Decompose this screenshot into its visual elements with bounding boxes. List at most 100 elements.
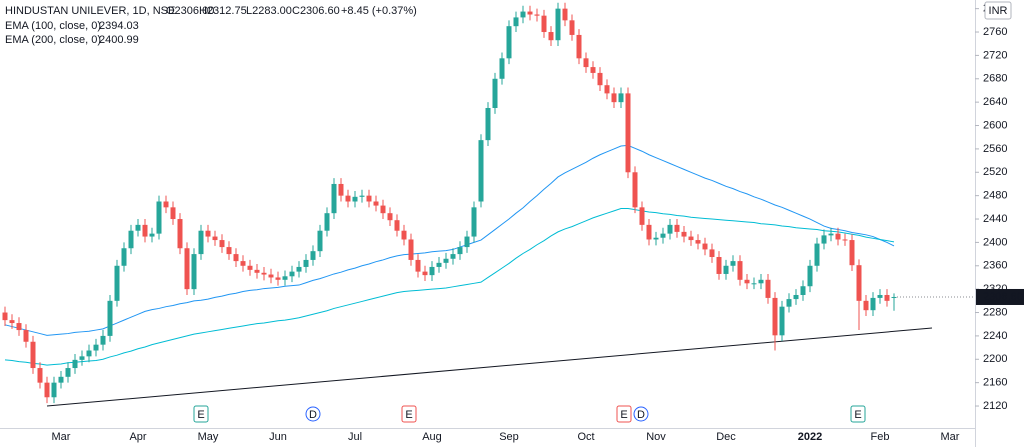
- event-marker: [305, 406, 321, 422]
- y-tick-label: 2240: [983, 330, 1007, 342]
- candle-body: [618, 93, 624, 103]
- candle-body: [751, 283, 757, 285]
- candle-body: [821, 235, 827, 244]
- candle-body: [604, 85, 610, 94]
- candle-body: [758, 279, 764, 284]
- candle-body: [51, 382, 57, 398]
- plot: [2, 2, 897, 404]
- candle-body: [709, 249, 715, 258]
- event-label[interactable]: E: [405, 409, 412, 421]
- last-price-label: 2306.60: [983, 291, 1023, 303]
- candle-body: [254, 269, 260, 273]
- legend-value: 2400.99: [99, 34, 139, 46]
- candle-body: [317, 230, 323, 252]
- x-tick-label: May: [198, 431, 219, 443]
- candle-body: [338, 183, 344, 196]
- candle-body: [436, 262, 442, 267]
- candle-body: [422, 271, 428, 276]
- candle-body: [555, 8, 561, 41]
- candle-body: [485, 107, 491, 141]
- candle-body: [205, 230, 211, 237]
- candle-body: [65, 368, 71, 377]
- y-tick-label: 2680: [983, 73, 1007, 85]
- ohlc: H2312.75: [199, 5, 247, 17]
- candle-body: [695, 240, 701, 244]
- candle-body: [541, 15, 547, 33]
- candle-body: [597, 72, 603, 86]
- event-marker: [401, 405, 417, 423]
- event-label[interactable]: E: [854, 409, 861, 421]
- candle-body: [863, 300, 869, 311]
- last-price-box: [976, 288, 1024, 305]
- candle-body: [282, 276, 288, 280]
- y-tick-label: 2760: [983, 26, 1007, 38]
- candle-body: [443, 258, 449, 263]
- candle-body: [534, 14, 540, 16]
- candle-body: [79, 356, 85, 360]
- y-tick-label: 2120: [983, 400, 1007, 412]
- candle-body: [198, 230, 204, 255]
- candle-body: [716, 257, 722, 274]
- candle-body: [457, 247, 463, 255]
- candle-body: [352, 196, 358, 202]
- candle-body: [247, 265, 253, 270]
- x-tick-label: Jul: [348, 431, 362, 443]
- candle-body: [625, 93, 631, 173]
- candle-body: [415, 259, 421, 272]
- candle-body: [191, 254, 197, 290]
- x-tick-label: Aug: [422, 431, 442, 443]
- candle-body: [345, 195, 351, 202]
- event-marker: [193, 405, 209, 423]
- y-tick-label: 2480: [983, 190, 1007, 202]
- candle-body: [37, 368, 43, 383]
- candle-body: [121, 248, 127, 266]
- y-tick-label: 2600: [983, 119, 1007, 131]
- ema-line: [4, 144, 895, 336]
- y-tick-label: 2720: [983, 49, 1007, 61]
- event-label[interactable]: E: [620, 409, 627, 421]
- change: +8.45 (+0.37%): [341, 5, 417, 17]
- candle-body: [891, 296, 897, 298]
- candle-body: [667, 224, 673, 234]
- x-tick-label: Mar: [52, 431, 71, 443]
- event-label[interactable]: D: [637, 409, 645, 421]
- candle-body: [800, 286, 806, 295]
- x-tick-label: Feb: [871, 431, 890, 443]
- event-label[interactable]: D: [309, 409, 317, 421]
- candle-body: [478, 140, 484, 202]
- candle-body: [9, 320, 15, 324]
- candle-body: [513, 17, 519, 27]
- candle-body: [583, 58, 589, 68]
- candle-body: [142, 224, 148, 237]
- currency[interactable]: INR: [989, 5, 1008, 17]
- y-tick-label: 2200: [983, 353, 1007, 365]
- y-tick-label: 2400: [983, 236, 1007, 248]
- candle-body: [72, 359, 78, 369]
- candle-body: [527, 11, 533, 15]
- candle-body: [702, 243, 708, 250]
- candle-body: [170, 207, 176, 220]
- candle-body: [331, 183, 337, 214]
- candle-body: [93, 344, 99, 351]
- candle-body: [828, 233, 834, 236]
- candle-body: [737, 261, 743, 280]
- header: HINDUSTAN UNILEVER, 1D, NSE O2306.00 H23…: [5, 5, 417, 46]
- candle-body: [646, 224, 652, 240]
- candle-body: [471, 207, 477, 237]
- candle-body: [226, 247, 232, 255]
- candle-body: [877, 294, 883, 298]
- candle-body: [408, 239, 414, 260]
- currency-badge[interactable]: [984, 1, 1012, 20]
- candle-body: [681, 231, 687, 237]
- ohlc: O2306.00: [166, 5, 214, 17]
- candle-body: [30, 341, 36, 369]
- ohlc: L2283.00: [246, 5, 292, 17]
- event-label[interactable]: E: [197, 409, 204, 421]
- candle-body: [590, 67, 596, 73]
- event-marker: [616, 405, 632, 423]
- candle-body: [632, 172, 638, 208]
